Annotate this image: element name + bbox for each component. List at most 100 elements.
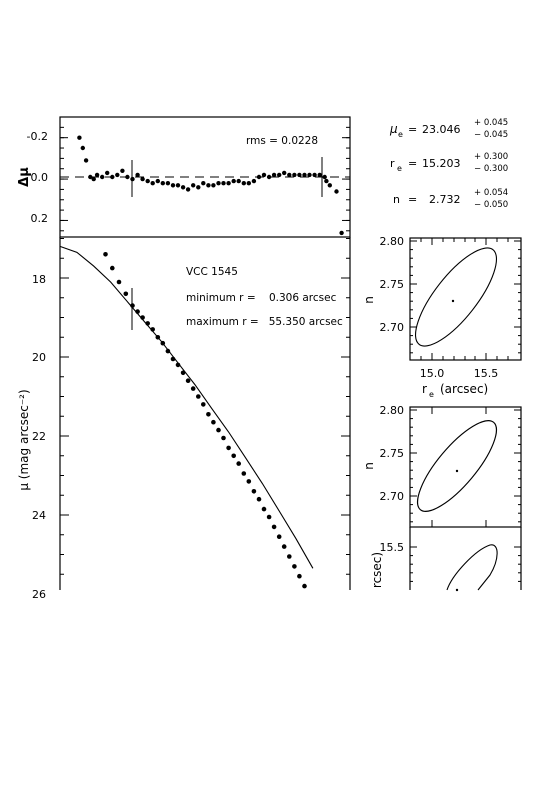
panel1-xtick: 15.5 [474, 367, 499, 380]
residual-point [83, 158, 89, 163]
residual-point [221, 181, 226, 186]
panel2-ytick: 2.70 [380, 490, 405, 503]
residual-panel: -0.2 0.0 0.2 Δμ rms = 0.0228 [17, 116, 351, 238]
residual-point [297, 172, 302, 178]
residual-point [140, 176, 145, 182]
panel1-ylabel: n [362, 296, 376, 304]
fit-parameters: μ e = 23.046 + 0.045 − 0.045 r e = 15.20… [389, 118, 508, 210]
residual-point [125, 174, 130, 180]
rms-annotation: rms = 0.0228 [246, 135, 318, 147]
residual-point [150, 181, 155, 186]
residual-point [266, 174, 272, 180]
profile-point [302, 583, 307, 589]
error-ellipse-panel-1: 2.80 2.75 2.70 n 15.0 15.5 r e (arcsec) [362, 235, 522, 399]
residual-point [77, 135, 82, 140]
n-plus: + 0.054 [474, 188, 508, 198]
residual-point [312, 172, 317, 178]
profile-point [201, 402, 206, 407]
profile-point [236, 461, 241, 466]
panel1-xlabel-sub: e [429, 390, 434, 399]
residual-point [105, 170, 110, 176]
residual-point [251, 178, 257, 184]
residual-point [261, 172, 267, 178]
residual-point [307, 172, 312, 178]
residual-point [180, 185, 186, 190]
profile-point [211, 419, 216, 425]
mu-e-value: 23.046 [422, 123, 461, 136]
residual-point [246, 181, 251, 186]
residual-point [120, 168, 125, 173]
residual-point [226, 181, 231, 186]
residual-point [165, 181, 171, 186]
profile-point [196, 394, 201, 399]
profile-point [261, 506, 267, 512]
profile-point [287, 554, 292, 559]
sersic-model-curve [59, 245, 314, 569]
residual-point [100, 174, 105, 180]
panel2-ytick: 2.75 [380, 447, 405, 460]
residual-point [80, 145, 86, 151]
profile-point [110, 265, 115, 271]
residual-point [185, 187, 191, 192]
profile-point [226, 445, 231, 451]
residual-point [191, 183, 196, 188]
re-label: r [390, 157, 395, 170]
residual-point [130, 176, 135, 182]
panel2-ytick: 2.80 [380, 404, 405, 417]
residual-y-label: Δμ [17, 167, 32, 187]
n-value: 2.732 [429, 193, 461, 206]
residual-point [135, 172, 140, 178]
panel2-ticks [410, 407, 521, 527]
profile-point [140, 315, 145, 320]
residual-point [211, 183, 216, 188]
panel1-xlabel-unit: (arcsec) [440, 382, 488, 396]
profile-point [165, 348, 171, 354]
residual-point [231, 178, 236, 184]
panel3-ytick: 15.5 [380, 541, 405, 554]
residual-points [77, 135, 344, 236]
residual-point [196, 185, 201, 190]
profile-ytick-label: 20 [32, 351, 46, 364]
panel1-error-ellipse [414, 247, 498, 347]
profile-point [180, 370, 186, 376]
profile-point [190, 386, 196, 391]
panel2-frame [409, 406, 522, 528]
profile-point [266, 514, 272, 520]
panel1-center-point [451, 299, 455, 303]
profile-ytick-label: 18 [32, 273, 46, 286]
panel1-ytick: 2.80 [380, 235, 405, 248]
profile-ticks [60, 238, 350, 575]
profile-point [175, 362, 181, 368]
panel1-ticks [410, 238, 521, 360]
mu-e-minus: − 0.045 [474, 130, 508, 140]
profile-point [135, 309, 140, 314]
panel1-xlabel: r [422, 382, 427, 396]
residual-point [277, 172, 282, 178]
panel3-center-point [455, 588, 459, 592]
panel3-ticks [410, 546, 521, 582]
panel1-ytick: 2.70 [380, 321, 405, 334]
profile-point [221, 435, 226, 441]
galaxy-name: VCC 1545 [186, 266, 238, 278]
profile-points [103, 252, 307, 589]
residual-point [317, 172, 322, 178]
mu-e-subscript: e [398, 130, 403, 139]
residual-point [216, 181, 221, 186]
mu-e-plus: + 0.045 [474, 118, 508, 128]
profile-point [216, 427, 221, 433]
profile-point [297, 573, 302, 579]
panel1-xtick: 15.0 [420, 367, 445, 380]
mu-e-label: μ [389, 122, 398, 136]
profile-point [155, 335, 161, 340]
profile-point [116, 279, 122, 285]
profile-point [281, 544, 287, 549]
residual-point [175, 183, 181, 188]
profile-y-label: μ (mag arcsec⁻²) [17, 389, 31, 490]
residual-point [206, 183, 211, 188]
profile-ytick-label-partial: 26 [32, 588, 46, 601]
error-ellipse-panel-3: 15.5 rcsec) [370, 527, 522, 592]
residual-point [327, 183, 332, 188]
re-subscript: e [397, 164, 402, 173]
residual-point [302, 172, 307, 178]
residual-point [334, 189, 339, 194]
